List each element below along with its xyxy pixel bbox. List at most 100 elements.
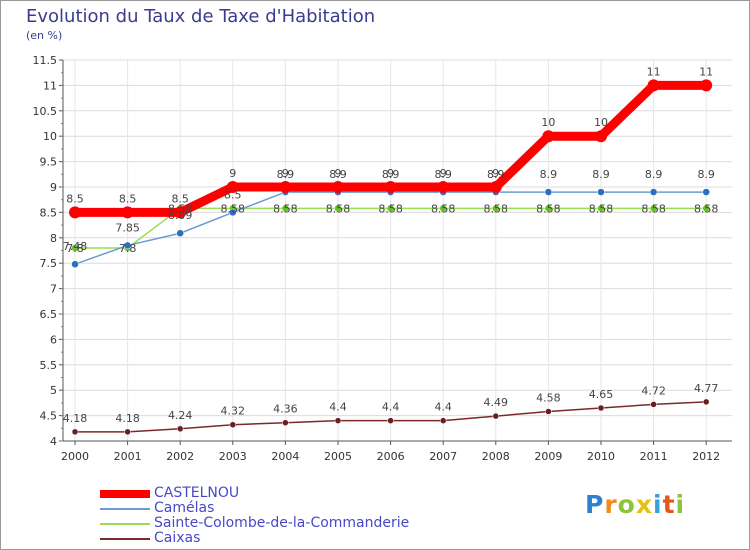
- data-label: 8.9: [277, 168, 295, 181]
- data-label: 7.48: [63, 240, 88, 253]
- y-tick-label: 10: [43, 130, 57, 143]
- data-label: 8.9: [540, 168, 558, 181]
- chart-title: Evolution du Taux de Taxe d'Habitation: [26, 6, 376, 27]
- legend-label: Sainte-Colombe-de-la-Commanderie: [154, 515, 410, 531]
- data-label: 4.18: [63, 412, 88, 425]
- legend: CASTELNOU Camélas Sainte-Colombe-de-la-C…: [100, 486, 500, 546]
- y-tick-label: 9.5: [40, 156, 58, 169]
- legend-swatch-sainte-colombe: [100, 522, 150, 525]
- data-label: 9: [335, 167, 342, 180]
- data-label: 9: [229, 167, 236, 180]
- legend-label: Caixas: [154, 530, 201, 546]
- data-label: 8.58: [326, 202, 351, 215]
- y-tick-label: 6.5: [40, 308, 58, 321]
- data-label: 4.4: [329, 401, 347, 414]
- y-tick-label: 6: [50, 333, 57, 346]
- y-tick-label: 4.5: [40, 410, 58, 423]
- x-tick-label: 2001: [114, 450, 142, 463]
- data-label: 8.58: [221, 202, 246, 215]
- y-tick-label: 4: [50, 435, 57, 448]
- data-label: 4.58: [536, 392, 561, 405]
- logo-letter: i: [675, 490, 686, 519]
- data-point: [597, 204, 605, 213]
- data-label: 4.32: [221, 405, 246, 418]
- data-label: 11: [647, 65, 661, 78]
- chart-subtitle: (en %): [26, 29, 63, 42]
- y-tick-label: 8.5: [40, 206, 58, 219]
- y-tick-label: 11: [43, 79, 57, 92]
- y-tick-label: 7: [50, 283, 57, 296]
- data-label: 7.8: [119, 242, 137, 255]
- data-point: [124, 428, 131, 436]
- x-tick-label: 2010: [587, 450, 615, 463]
- y-tick-label: 5.5: [40, 359, 58, 372]
- logo-letter: x: [635, 490, 653, 519]
- legend-item-caixas: Caixas: [100, 531, 500, 546]
- data-point: [334, 417, 342, 424]
- data-point: [334, 204, 342, 213]
- data-label: 9: [492, 167, 499, 180]
- data-point: [437, 181, 450, 193]
- data-label: 8.5: [171, 192, 189, 205]
- data-point: [281, 204, 290, 213]
- legend-item-sainte-colombe: Sainte-Colombe-de-la-Commanderie: [100, 516, 500, 531]
- legend-item-castelnou: CASTELNOU: [100, 486, 500, 501]
- data-label: 8.58: [484, 202, 509, 215]
- data-label: 9: [387, 167, 394, 180]
- data-point: [702, 204, 710, 213]
- data-point: [176, 425, 184, 433]
- data-point: [649, 204, 658, 213]
- x-tick-label: 2000: [61, 450, 89, 463]
- data-point: [387, 417, 394, 424]
- y-tick-label: 8: [50, 232, 57, 245]
- y-tick-label: 5: [50, 384, 57, 397]
- data-point: [282, 419, 289, 426]
- logo-letter: o: [617, 490, 636, 519]
- data-label: 8.9: [434, 168, 452, 181]
- legend-swatch-caixas: [100, 537, 150, 540]
- data-label: 11: [699, 65, 713, 78]
- data-point: [542, 130, 555, 143]
- data-point: [492, 412, 500, 420]
- data-point: [71, 428, 79, 436]
- data-label: 9: [282, 167, 289, 180]
- data-label: 8.58: [536, 202, 561, 215]
- data-point: [279, 181, 292, 193]
- data-label: 4.4: [382, 401, 400, 414]
- data-point: [702, 188, 710, 196]
- data-point: [229, 208, 237, 217]
- data-point: [123, 241, 132, 250]
- data-point: [176, 229, 184, 237]
- data-point: [439, 417, 447, 424]
- data-point: [386, 204, 395, 213]
- data-point: [226, 181, 239, 193]
- data-label: 4.4: [434, 401, 452, 414]
- data-label: 4.72: [641, 384, 666, 397]
- data-label: 4.24: [168, 409, 193, 422]
- legend-swatch-camelas: [100, 507, 150, 510]
- proxiti-logo: Proxiti: [585, 490, 685, 519]
- data-label: 8.9: [697, 168, 715, 181]
- data-point: [649, 188, 658, 196]
- data-label: 8.58: [273, 202, 298, 215]
- y-tick-label: 11.5: [33, 54, 58, 67]
- data-point: [489, 181, 502, 193]
- data-point: [71, 260, 79, 268]
- data-point: [71, 244, 79, 252]
- data-label: 8.58: [168, 202, 193, 215]
- data-label: 4.77: [694, 382, 719, 395]
- data-label: 10: [541, 116, 555, 129]
- x-tick-label: 2012: [692, 450, 720, 463]
- legend-label: CASTELNOU: [154, 485, 240, 501]
- data-point: [492, 204, 500, 213]
- data-point: [597, 188, 605, 196]
- data-label: 8.9: [645, 168, 663, 181]
- data-label: 8.58: [378, 202, 403, 215]
- logo-letter: t: [662, 490, 676, 519]
- plot-area: [63, 60, 732, 441]
- data-point: [174, 206, 187, 219]
- data-label: 10: [594, 116, 608, 129]
- x-tick-label: 2011: [640, 450, 668, 463]
- x-tick-label: 2007: [429, 450, 457, 463]
